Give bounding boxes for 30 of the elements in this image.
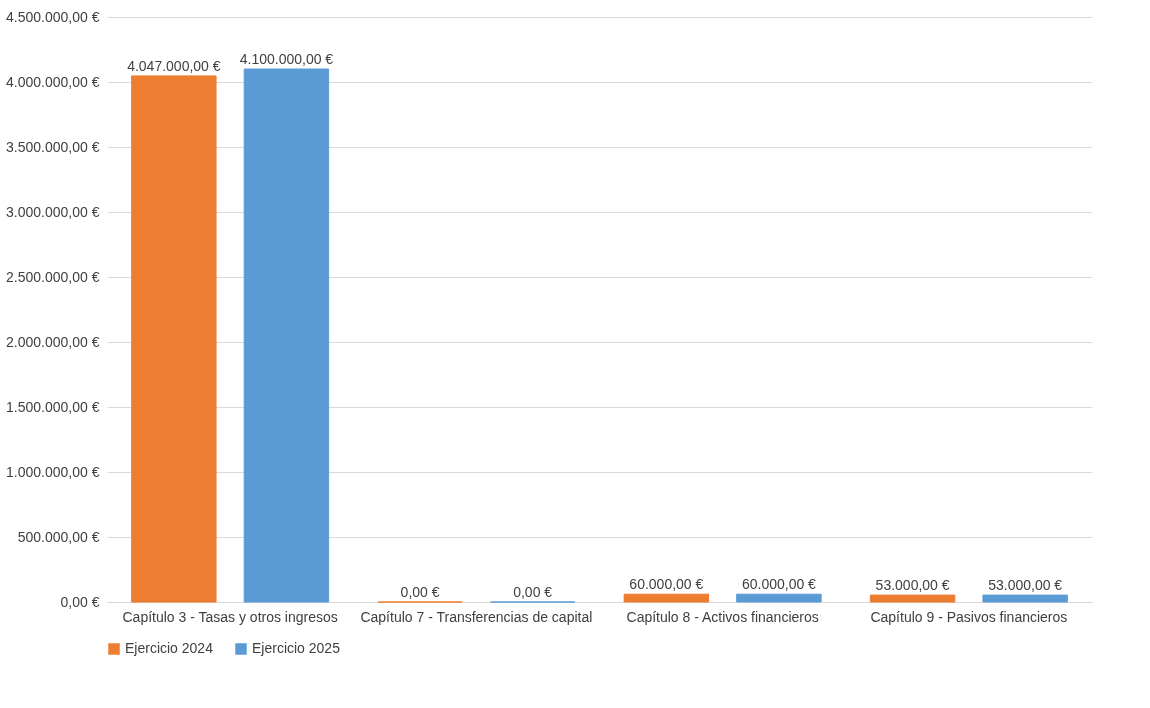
- data-label: 53.000,00 €: [875, 577, 950, 594]
- data-label: 60.000,00 €: [741, 576, 817, 593]
- y-tick-label: 1.500.000,00 €: [6, 398, 100, 415]
- y-tick-label: 1.000.000,00 €: [6, 463, 100, 480]
- bar: [736, 593, 822, 603]
- y-tick-label: 2.000.000,00 €: [6, 333, 100, 350]
- bar: [243, 68, 330, 603]
- data-label: 60.000,00 €: [629, 576, 704, 593]
- bar: [623, 593, 710, 603]
- y-tick-label: 2.500.000,00 €: [6, 268, 100, 285]
- bar: [131, 75, 217, 603]
- data-label: 53.000,00 €: [988, 577, 1063, 594]
- y-tick-label: 3.500.000,00 €: [6, 138, 100, 155]
- y-tick-label: 500.000,00 €: [17, 528, 100, 545]
- y-tick-label: 0,00 €: [60, 593, 100, 610]
- legend-label: Ejercicio 2025: [252, 640, 341, 656]
- data-label: 0,00 €: [400, 584, 440, 600]
- x-tick-label: Capítulo 7 - Transferencias de capital: [360, 608, 593, 625]
- y-tick-label: 3.000.000,00 €: [6, 203, 100, 220]
- y-tick-label: 4.500.000,00 €: [6, 8, 100, 25]
- data-label: 0,00 €: [513, 584, 553, 600]
- data-label: 4.047.000,00 €: [127, 57, 221, 74]
- bar: [982, 594, 1068, 603]
- x-tick-label: Capítulo 3 - Tasas y otros ingresos: [122, 608, 338, 625]
- x-tick-label: Capítulo 8 - Activos financieros: [626, 608, 819, 625]
- y-tick-label: 4.000.000,00 €: [6, 73, 100, 90]
- bar: [869, 594, 956, 603]
- data-label: 4.100.000,00 €: [239, 51, 334, 67]
- legend-label: Ejercicio 2024: [125, 640, 214, 656]
- x-tick-label: Capítulo 9 - Pasivos financieros: [870, 608, 1068, 625]
